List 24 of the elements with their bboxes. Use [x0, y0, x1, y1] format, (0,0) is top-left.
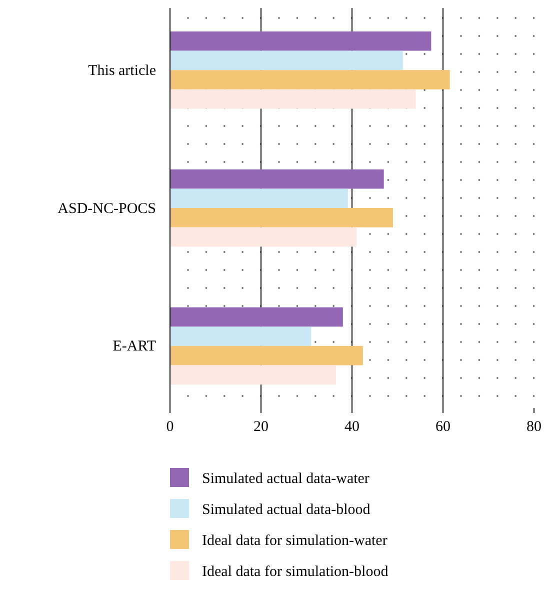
- bar: [170, 89, 416, 109]
- legend-label: Simulated actual data-blood: [202, 502, 371, 518]
- bar: [170, 169, 384, 189]
- x-tick-label: 20: [254, 419, 268, 435]
- bar: [170, 208, 393, 228]
- bar: [170, 365, 336, 385]
- y-tick-label: E-ART: [112, 338, 156, 355]
- bar: [170, 70, 450, 90]
- y-tick-label: ASD-NC-POCS: [58, 200, 156, 217]
- bar: [170, 227, 357, 247]
- legend-label: Ideal data for simulation-water: [202, 533, 388, 549]
- x-tick-label: 60: [436, 419, 450, 435]
- x-tick-label: 0: [166, 419, 174, 435]
- bar: [170, 31, 432, 51]
- bar: [170, 307, 343, 327]
- bar: [170, 346, 363, 366]
- y-tick-label: This article: [88, 62, 156, 79]
- x-tick-label: 40: [344, 419, 360, 435]
- bar: [170, 188, 348, 208]
- bar: [170, 326, 312, 346]
- legend-label: Ideal data for simulation-blood: [202, 564, 389, 580]
- legend-label: Simulated actual data-water: [202, 471, 370, 487]
- x-tick-label: 80: [526, 419, 542, 435]
- bar: [170, 50, 403, 70]
